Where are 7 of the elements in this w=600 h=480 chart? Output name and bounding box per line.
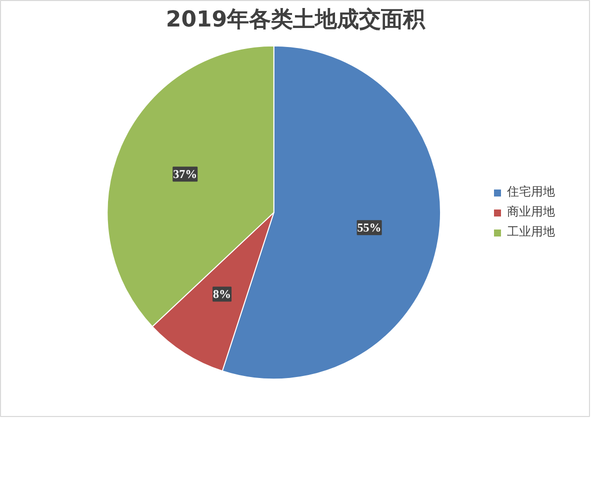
legend-label: 住宅用地 — [507, 184, 555, 200]
legend-label: 工业用地 — [507, 224, 555, 240]
legend-label: 商业用地 — [507, 204, 555, 220]
chart-title: 2019年各类土地成交面积 — [166, 6, 426, 32]
data-label: 37% — [173, 167, 198, 182]
data-label: 8% — [213, 287, 232, 302]
data-label: 55% — [357, 220, 382, 235]
